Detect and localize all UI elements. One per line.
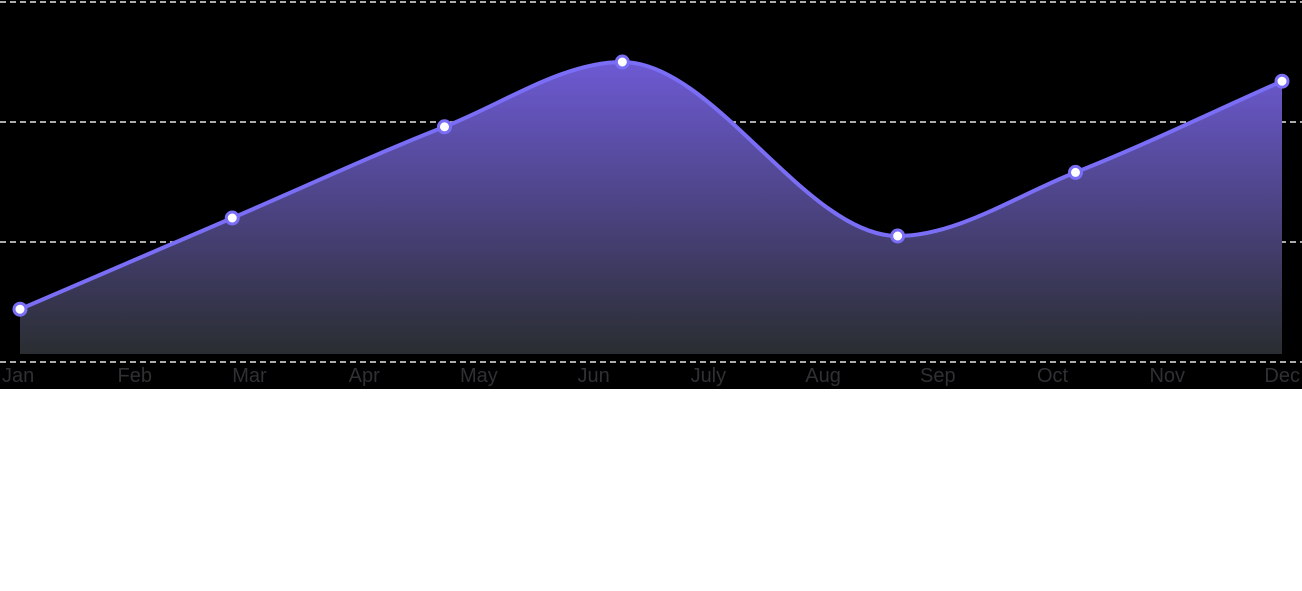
x-tick-label: Oct bbox=[1037, 365, 1069, 387]
x-tick-label: Nov bbox=[1149, 365, 1185, 387]
data-point[interactable] bbox=[12, 301, 28, 317]
x-axis: Jan Feb Mar Apr May Jun July Aug Sep Oct Nov Dec bbox=[2, 365, 1300, 387]
data-points bbox=[12, 54, 1290, 317]
data-point[interactable] bbox=[1274, 73, 1290, 89]
chart-canvas: Jan Feb Mar Apr May Jun July Aug Sep Oct Nov Dec bbox=[0, 1, 1302, 387]
area-fill bbox=[20, 62, 1282, 354]
data-point[interactable] bbox=[1067, 164, 1083, 180]
x-tick-label: Jun bbox=[578, 365, 610, 387]
x-tick-label: Feb bbox=[117, 365, 151, 387]
x-tick-label: May bbox=[460, 365, 498, 387]
data-point[interactable] bbox=[890, 228, 906, 244]
data-point[interactable] bbox=[614, 54, 630, 70]
area-series bbox=[19, 60, 1283, 354]
x-tick-label: Sep bbox=[920, 365, 956, 387]
x-tick-label: July bbox=[691, 365, 727, 387]
area-chart: Jan Feb Mar Apr May Jun July Aug Sep Oct Nov Dec bbox=[0, 0, 1302, 389]
x-tick-label: Jan bbox=[2, 365, 34, 387]
x-tick-label: Apr bbox=[349, 365, 380, 387]
x-tick-label: Dec bbox=[1264, 365, 1300, 387]
x-tick-label: Aug bbox=[805, 365, 841, 387]
data-point[interactable] bbox=[436, 119, 452, 135]
data-point[interactable] bbox=[224, 210, 240, 226]
x-tick-label: Mar bbox=[232, 365, 267, 387]
